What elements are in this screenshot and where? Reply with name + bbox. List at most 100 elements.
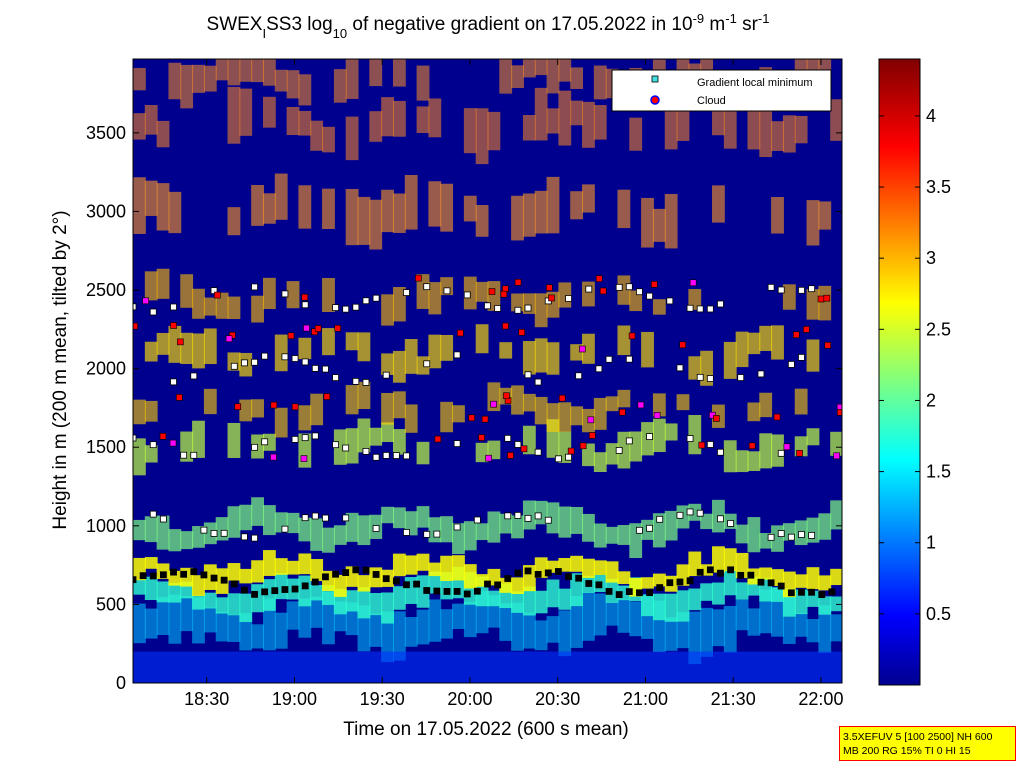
heatmap-cell bbox=[534, 59, 548, 76]
gradient-minimum-marker bbox=[311, 512, 319, 520]
cloud-marker bbox=[653, 412, 661, 419]
heatmap-cell bbox=[310, 518, 324, 551]
heatmap-cell bbox=[546, 59, 560, 94]
cloud-marker bbox=[588, 432, 596, 439]
heatmap-cell bbox=[534, 338, 548, 373]
heatmap-cell bbox=[759, 392, 773, 418]
cloud-marker bbox=[817, 295, 825, 303]
heatmap-cell bbox=[605, 561, 619, 583]
gradient-minimum-marker bbox=[382, 371, 390, 379]
gradient-minimum-marker bbox=[190, 372, 198, 380]
heatmap-cell bbox=[345, 332, 359, 351]
gradient-minimum-marker bbox=[666, 579, 674, 587]
heatmap-cell bbox=[747, 110, 761, 150]
heatmap-cell bbox=[688, 356, 702, 380]
gradient-minimum-marker bbox=[615, 591, 623, 598]
heatmap-cell bbox=[392, 100, 406, 137]
heatmap-cell bbox=[322, 188, 335, 229]
heatmap-cell bbox=[428, 599, 442, 642]
heatmap-cell bbox=[511, 577, 524, 595]
gradient-minimum-marker bbox=[686, 577, 694, 585]
y-tick-label: 500 bbox=[96, 594, 126, 614]
heatmap-cell bbox=[215, 517, 229, 541]
cloud-marker bbox=[713, 415, 720, 422]
heatmap-cell bbox=[345, 116, 359, 161]
gradient-minimum-marker bbox=[504, 512, 512, 520]
gradient-minimum-marker bbox=[149, 308, 157, 316]
cloud-marker bbox=[650, 281, 658, 288]
heatmap-cell bbox=[369, 613, 383, 647]
heatmap-cell bbox=[369, 427, 383, 446]
heatmap-cell bbox=[274, 558, 288, 575]
cloud-marker bbox=[287, 332, 295, 340]
heatmap-cell bbox=[712, 185, 725, 223]
heatmap-cell bbox=[440, 401, 454, 433]
heatmap-cell bbox=[227, 614, 241, 642]
heatmap-cell bbox=[322, 527, 335, 553]
info-line-2: MB 200 RG 15% TI 0 HI 15 bbox=[843, 745, 971, 757]
gradient-minimum-marker bbox=[646, 524, 653, 532]
gradient-minimum-marker bbox=[403, 289, 410, 296]
gradient-minimum-marker bbox=[717, 515, 724, 523]
cloud-marker bbox=[679, 341, 686, 349]
gradient-minimum-marker bbox=[473, 516, 481, 524]
heatmap-cell bbox=[676, 590, 690, 622]
heatmap-cell bbox=[168, 325, 182, 363]
heatmap-cell bbox=[227, 86, 241, 144]
cloud-marker bbox=[169, 439, 177, 447]
cloud-marker bbox=[334, 324, 341, 332]
heatmap-cell bbox=[227, 506, 241, 538]
heatmap-cell bbox=[227, 296, 241, 319]
gradient-minimum-marker bbox=[798, 531, 805, 538]
heatmap-cell bbox=[617, 189, 631, 229]
heatmap-cell bbox=[180, 332, 194, 365]
heatmap-cell bbox=[251, 185, 264, 226]
cloud-marker bbox=[823, 294, 831, 302]
gradient-minimum-marker bbox=[372, 525, 380, 532]
heatmap-cell bbox=[298, 337, 312, 360]
gradient-minimum-marker bbox=[676, 578, 684, 586]
cloud-marker bbox=[300, 455, 308, 462]
heatmap-cell bbox=[593, 452, 607, 472]
heatmap-cell bbox=[168, 594, 182, 644]
heatmap-cell bbox=[381, 392, 394, 425]
gradient-minimum-marker bbox=[696, 568, 704, 576]
gradient-minimum-marker bbox=[311, 364, 319, 372]
heatmap-area bbox=[133, 59, 842, 683]
heatmap-cell bbox=[144, 400, 158, 422]
heatmap-cell bbox=[546, 616, 560, 643]
gradient-minimum-marker bbox=[524, 304, 532, 312]
cloud-marker bbox=[520, 445, 528, 453]
x-tick-label: 22:00 bbox=[798, 689, 843, 709]
heatmap-cell bbox=[605, 396, 619, 412]
heatmap-cell bbox=[251, 497, 264, 526]
heatmap-cell bbox=[345, 428, 359, 464]
heatmap-cell bbox=[570, 555, 584, 572]
gradient-minimum-marker bbox=[828, 588, 836, 596]
heatmap-cell bbox=[735, 552, 749, 579]
heatmap-cell bbox=[747, 517, 761, 553]
heatmap-cell bbox=[593, 593, 607, 636]
gradient-minimum-marker bbox=[251, 358, 258, 366]
cloud-marker bbox=[628, 332, 636, 340]
gradient-minimum-marker bbox=[625, 283, 633, 291]
heatmap-cell bbox=[582, 592, 595, 641]
heatmap-cell bbox=[629, 601, 643, 637]
cloud-marker bbox=[579, 442, 587, 450]
heatmap-cell bbox=[617, 525, 631, 545]
heatmap-cell bbox=[392, 553, 406, 577]
gradient-minimum-marker bbox=[230, 362, 238, 370]
heatmap-cell bbox=[168, 191, 182, 234]
heatmap-cell bbox=[605, 443, 619, 465]
heatmap-cell bbox=[192, 288, 205, 319]
heatmap-cell bbox=[428, 517, 442, 543]
heatmap-cell bbox=[239, 568, 253, 584]
heatmap-cell bbox=[534, 190, 548, 234]
gradient-minimum-marker bbox=[332, 570, 339, 578]
heatmap-cell bbox=[806, 517, 820, 543]
y-tick-label: 0 bbox=[116, 673, 126, 693]
cloud-marker bbox=[270, 453, 277, 461]
gradient-minimum-marker bbox=[727, 566, 734, 574]
gradient-minimum-marker bbox=[261, 438, 269, 446]
colorbar-tick-label: 0.5 bbox=[926, 604, 951, 624]
